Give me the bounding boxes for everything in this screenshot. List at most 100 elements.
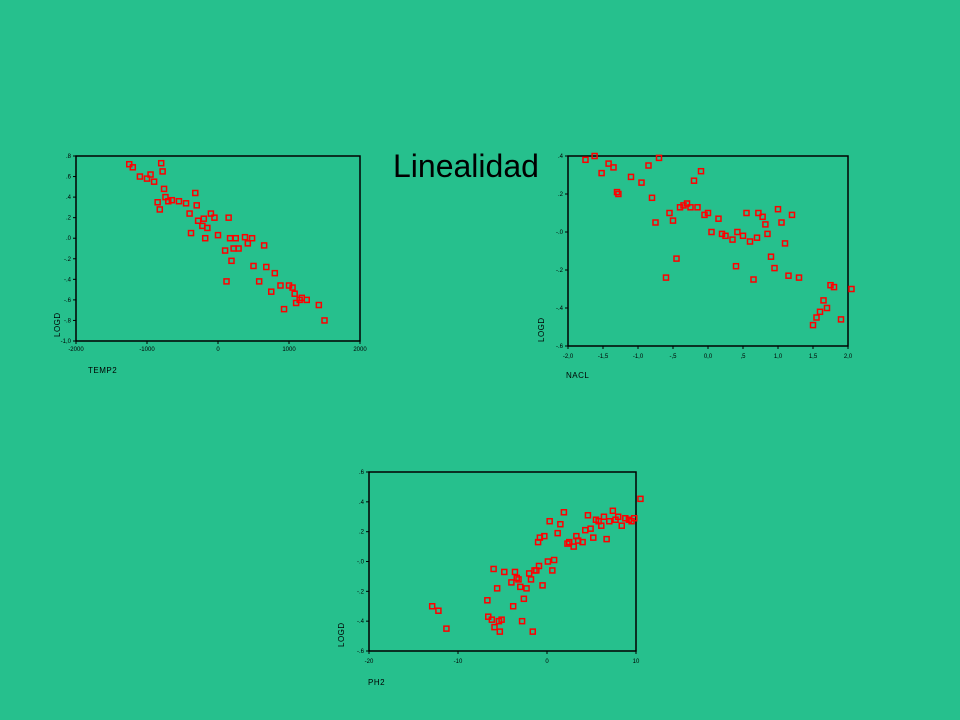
data-point [186, 210, 193, 217]
y-tick-label: -.4 [556, 306, 564, 312]
data-point [187, 229, 195, 237]
data-point [488, 616, 496, 623]
data-point [280, 305, 288, 313]
data-point [527, 576, 535, 583]
data-point [764, 230, 771, 238]
data-point [315, 301, 323, 309]
y-axis-label: LOGD [537, 317, 546, 342]
data-point [729, 236, 736, 243]
data-point [610, 164, 617, 171]
data-point [739, 232, 747, 240]
data-point [147, 171, 154, 178]
data-point [816, 308, 824, 316]
data-point [762, 221, 769, 228]
data-point [160, 185, 168, 193]
data-point [750, 276, 757, 283]
data-point [165, 197, 172, 205]
data-point [830, 283, 838, 291]
x-tick-label: 1,0 [774, 354, 783, 360]
data-point [193, 202, 200, 209]
data-point [560, 509, 568, 516]
data-point [638, 179, 645, 186]
data-point [515, 576, 522, 583]
y-axis-label: LOGD [53, 312, 62, 337]
data-point [129, 164, 137, 171]
data-point [614, 513, 622, 520]
data-point [154, 199, 161, 206]
y-tick-label: -.2 [64, 257, 72, 263]
data-point [848, 285, 855, 293]
data-point [268, 288, 275, 295]
x-tick-label: -2000 [68, 347, 84, 353]
data-point [732, 262, 740, 270]
data-point [435, 607, 442, 614]
data-point [204, 224, 211, 232]
data-point [491, 623, 498, 631]
x-tick-label: -1,0 [633, 354, 644, 360]
data-point [687, 204, 694, 211]
plot-frame [75, 155, 361, 342]
data-point [260, 242, 268, 249]
data-point [582, 156, 589, 164]
plot-frame [368, 471, 637, 652]
y-tick-label: .2 [66, 216, 72, 222]
data-point [248, 234, 256, 242]
data-point [523, 585, 530, 592]
data-point [493, 585, 501, 592]
x-tick-label: ,5 [740, 354, 746, 360]
x-tick-label: 1,5 [809, 354, 818, 360]
data-point [244, 240, 252, 247]
data-point [603, 535, 610, 543]
x-tick-label: 0 [545, 659, 549, 665]
y-tick-label: .0 [66, 236, 72, 242]
data-point [673, 255, 680, 262]
data-point [694, 204, 701, 211]
data-point [200, 215, 208, 222]
data-point [225, 214, 232, 221]
data-point [263, 263, 270, 271]
data-point [788, 211, 796, 219]
data-point [136, 173, 144, 180]
data-point [255, 278, 263, 285]
x-tick-label: 2,0 [844, 354, 853, 360]
data-point [630, 514, 638, 522]
data-point [584, 512, 592, 519]
data-point [235, 245, 242, 252]
scatter-chart-ph2: .6 .4 .2 -.0 -.2 -.4 -.6-20 -10 0 10 PH2 LOGD [337, 470, 644, 687]
scatter-chart-temp2: .8 .6 .4 .2 .0 -.2 -.4 -.6 -.8 -1,0 -2000 -1000 0 100… [53, 154, 367, 375]
data-point [570, 543, 577, 550]
data-point [837, 316, 845, 323]
x-tick-label: -1000 [139, 347, 155, 353]
y-tick-label: .2 [558, 192, 564, 198]
data-point [683, 200, 691, 207]
data-point [759, 213, 766, 221]
slide-title: Linealidad [393, 148, 539, 184]
x-tick-label: 1000 [282, 347, 296, 353]
y-tick-label: .8 [66, 154, 72, 160]
data-point [785, 272, 792, 279]
data-point [746, 238, 754, 245]
data-point [648, 194, 656, 202]
data-point [168, 196, 176, 204]
data-point [150, 178, 158, 185]
data-point [223, 278, 230, 285]
y-tick-label: .4 [558, 154, 564, 160]
y-tick-label: -.4 [357, 619, 365, 625]
data-point [755, 209, 762, 217]
data-point [774, 205, 782, 213]
x-tick-label: 2000 [353, 347, 367, 353]
data-point [535, 562, 543, 570]
data-point [557, 520, 564, 528]
data-point [428, 603, 436, 610]
y-tick-label: -.2 [357, 589, 365, 595]
data-point [207, 210, 215, 217]
data-point [498, 616, 505, 623]
data-point [734, 228, 741, 236]
data-point [767, 253, 775, 260]
data-point [539, 582, 546, 589]
data-point [508, 579, 515, 586]
data-point [743, 209, 750, 217]
data-point [579, 538, 586, 546]
data-point [795, 274, 803, 281]
data-point [232, 234, 239, 242]
